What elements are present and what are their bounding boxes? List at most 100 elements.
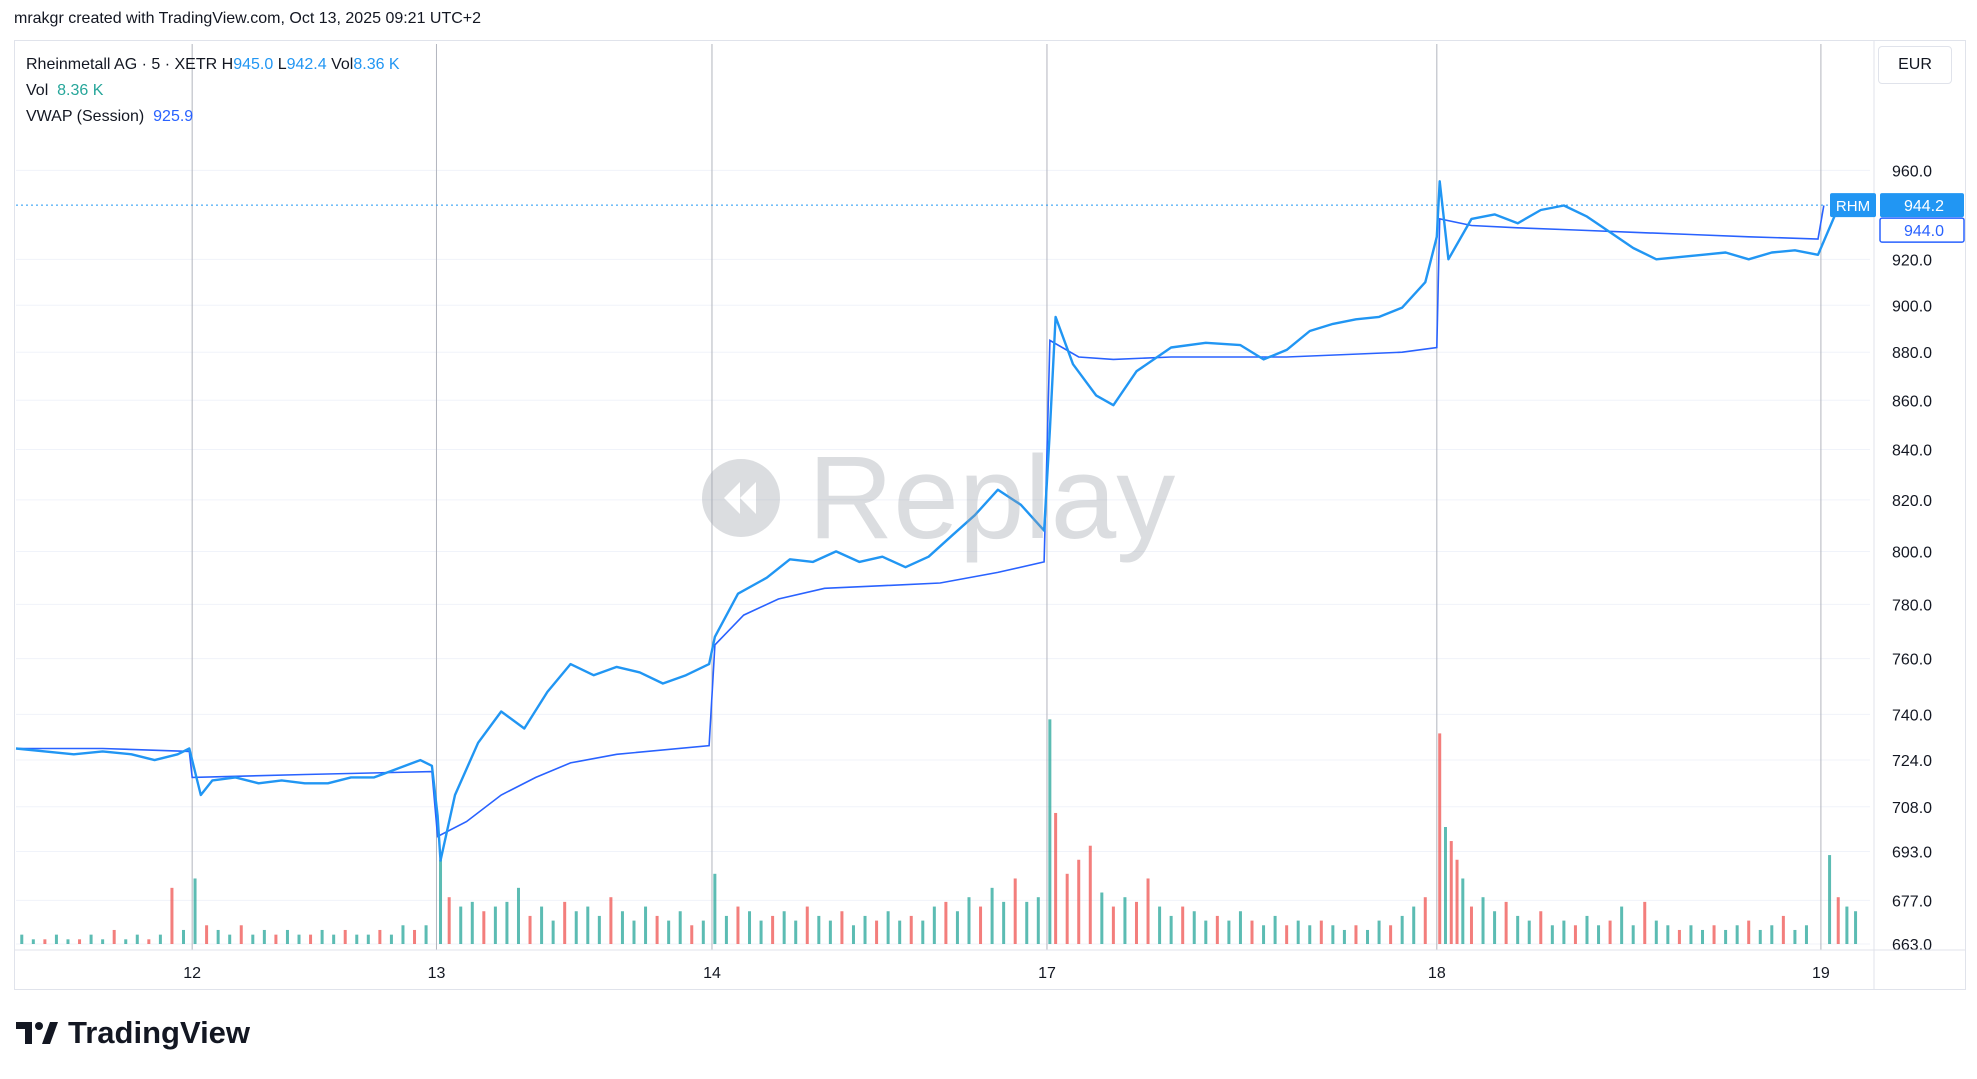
volume-bar [516, 887, 520, 944]
volume-bar [1836, 897, 1840, 944]
volume-bar [1828, 855, 1832, 944]
volume-bar [586, 906, 590, 944]
volume-bar [944, 901, 948, 944]
volume-bar [459, 906, 463, 944]
volume-bar [805, 906, 809, 944]
volume-bar [979, 906, 983, 944]
volume-bar [1100, 892, 1104, 944]
volume-bar [1712, 925, 1716, 944]
volume-bar [701, 920, 705, 944]
y-tick-label: 840.0 [1892, 442, 1932, 459]
y-tick-label: 740.0 [1892, 707, 1932, 724]
volume-bar [540, 906, 544, 944]
volume-bar [1854, 911, 1858, 944]
y-tick-label: 677.0 [1892, 893, 1932, 910]
volume-bar [1438, 733, 1442, 944]
volume-bar [1134, 901, 1138, 944]
volume-bar [955, 911, 959, 944]
volume-bar [1146, 878, 1150, 944]
volume-bar [1215, 915, 1219, 944]
volume-bar [1597, 925, 1601, 944]
currency-selector[interactable]: EUR [1878, 46, 1952, 84]
volume-bar [1227, 920, 1231, 944]
volume-bar [724, 915, 728, 944]
volume-bar [1088, 845, 1092, 944]
volume-bar [1585, 915, 1589, 944]
volume-bar [1527, 920, 1531, 944]
volume-bar [1781, 915, 1785, 944]
volume-bar [921, 920, 925, 944]
volume-bar [493, 906, 497, 944]
symbol-tag-label: RHM [1836, 198, 1870, 215]
volume-bar [528, 915, 532, 944]
volume-bar [875, 920, 879, 944]
volume-bar [262, 929, 266, 944]
low-value: 942.4 [286, 56, 327, 73]
volume-bar [851, 925, 855, 944]
volume-bar [366, 934, 370, 944]
volume-bar [228, 934, 232, 944]
volume-bar [378, 929, 382, 944]
volume-bar [112, 929, 116, 944]
volume-label: Vol [331, 56, 354, 73]
volume-value: 8.36 K [353, 56, 400, 73]
vwap-price-tag [1879, 217, 1965, 243]
volume-bar [759, 920, 763, 944]
volume-bar [1654, 920, 1658, 944]
volume-bar [274, 934, 278, 944]
volume-bar [251, 934, 255, 944]
volume-bar [748, 911, 752, 944]
volume-bar [1758, 929, 1762, 944]
volume-bar [1481, 897, 1485, 944]
volume-bar [1631, 925, 1635, 944]
volume-bar [135, 934, 139, 944]
y-tick-label: 708.0 [1892, 800, 1932, 817]
y-tick-label: 693.0 [1892, 845, 1932, 862]
volume-bar [181, 929, 185, 944]
volume-indicator-value: 8.36 K [57, 82, 104, 99]
volume-bar [886, 911, 890, 944]
volume-bar [667, 920, 671, 944]
volume-bar [782, 911, 786, 944]
volume-bar [505, 901, 509, 944]
volume-bar [309, 934, 313, 944]
legend-vwap-row[interactable]: VWAP (Session) 925.9 [26, 104, 400, 130]
volume-bar [1342, 929, 1346, 944]
volume-indicator-label: Vol [26, 82, 49, 99]
y-tick-label: 663.0 [1892, 937, 1932, 954]
volume-bar [439, 859, 443, 944]
volume-bar [1065, 873, 1069, 944]
volume-bar [1111, 906, 1115, 944]
volume-bar [840, 911, 844, 944]
symbol-title[interactable]: Rheinmetall AG · 5 · XETR [26, 56, 218, 73]
legend-volume-row[interactable]: Vol 8.36 K [26, 78, 400, 104]
volume-bar [1770, 925, 1774, 944]
volume-bar [1204, 920, 1208, 944]
volume-bar [1455, 859, 1459, 944]
volume-bar [678, 911, 682, 944]
y-tick-label: 800.0 [1892, 544, 1932, 561]
volume-bar [1562, 920, 1566, 944]
x-tick-label: 14 [703, 965, 721, 982]
tradingview-logo[interactable]: TradingView [16, 1015, 250, 1051]
volume-bar [1701, 929, 1705, 944]
volume-bar [990, 887, 994, 944]
volume-bar [1516, 915, 1520, 944]
legend-symbol-row[interactable]: Rheinmetall AG · 5 · XETR H945.0 L942.4 … [26, 52, 400, 78]
volume-bar [1443, 827, 1447, 944]
y-tick-label: 724.0 [1892, 753, 1932, 770]
volume-bar [447, 897, 451, 944]
volume-bar [1469, 906, 1473, 944]
volume-bar [1620, 906, 1624, 944]
volume-bar [1493, 911, 1497, 944]
volume-bar [205, 925, 209, 944]
volume-bar [932, 906, 936, 944]
volume-bar [78, 939, 82, 944]
volume-bar [794, 920, 798, 944]
volume-bar [1735, 925, 1739, 944]
volume-bar [355, 934, 359, 944]
volume-bar [124, 939, 128, 944]
y-tick-label: 960.0 [1892, 163, 1932, 180]
volume-bar [297, 934, 301, 944]
